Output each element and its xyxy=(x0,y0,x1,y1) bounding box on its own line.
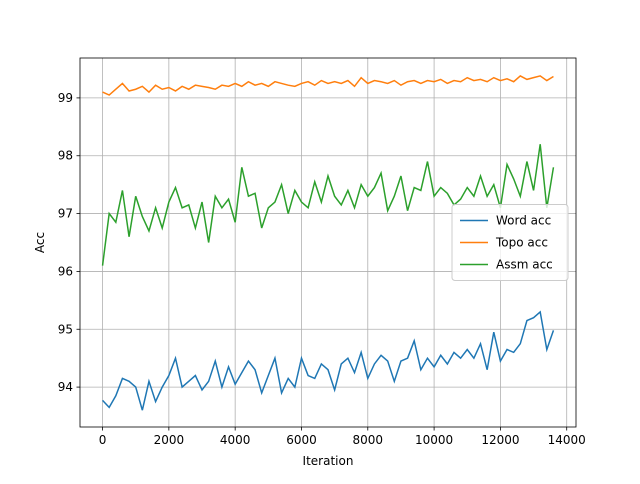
y-tick-label: 97 xyxy=(58,207,73,221)
x-tick-label: 4000 xyxy=(220,433,251,447)
line xyxy=(101,144,555,266)
legend-label: Assm acc xyxy=(496,258,553,272)
legend-label: Word acc xyxy=(496,214,551,228)
x-tick-label: 0 xyxy=(99,433,107,447)
legend-label: Topo acc xyxy=(495,236,548,250)
y-tick-label: 96 xyxy=(58,264,73,278)
legend-box xyxy=(451,204,569,281)
y-tick-label: 98 xyxy=(58,149,73,163)
x-tick-label: 14000 xyxy=(548,433,586,447)
y-tick-label: 94 xyxy=(58,380,73,394)
x-tick-label: 10000 xyxy=(415,433,453,447)
line xyxy=(102,310,555,411)
x-tick-label: 12000 xyxy=(481,433,519,447)
x-tick-label: 6000 xyxy=(286,433,317,447)
x-tick-label: 2000 xyxy=(154,433,185,447)
line xyxy=(102,75,554,96)
y-tick-label: 99 xyxy=(58,91,73,105)
x-axis-label: Iteration xyxy=(303,454,354,468)
legend: Word acc Topo acc Assm acc xyxy=(451,204,569,281)
y-tick-label: 95 xyxy=(58,322,73,336)
x-tick-label: 8000 xyxy=(353,433,384,447)
plot-frame xyxy=(79,57,577,428)
y-axis-label: Acc xyxy=(33,232,47,253)
